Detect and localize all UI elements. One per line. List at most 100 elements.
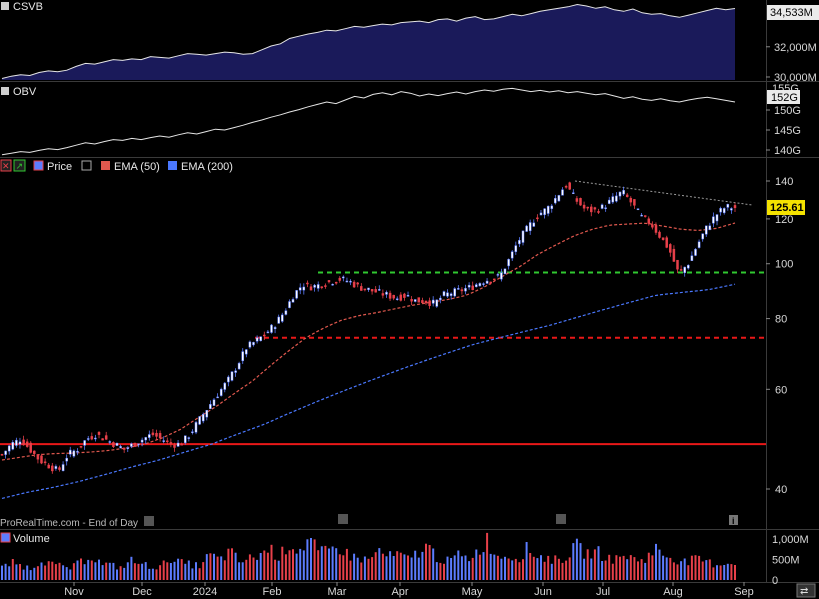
volume-bar (593, 549, 596, 580)
event-marker-icon[interactable] (556, 514, 566, 524)
obv-last-value: 152G (771, 92, 798, 104)
candle-body (61, 464, 65, 472)
event-marker-icon[interactable] (144, 516, 154, 526)
volume-tick-label: 0 (772, 575, 778, 587)
close-panel-icon[interactable] (0, 159, 12, 172)
volume-bar (277, 560, 280, 580)
info-icon[interactable] (729, 515, 738, 525)
volume-bar (220, 556, 223, 580)
add-indicator-icon[interactable] (13, 159, 26, 172)
volume-bar (83, 564, 86, 580)
candle-body (76, 450, 79, 453)
candle-body (410, 299, 413, 302)
candle-body (302, 286, 306, 291)
candle-body (590, 206, 593, 213)
candle-body (115, 442, 119, 446)
volume-bar (1, 565, 3, 580)
volume-bar (672, 562, 675, 580)
candle-body (133, 442, 137, 447)
volume-label: Volume (13, 533, 50, 545)
candle-body (151, 432, 155, 436)
volume-bar (662, 555, 665, 580)
candle-body (101, 438, 104, 441)
volume-bar (586, 549, 589, 580)
legend-ema200[interactable]: EMA (200) (181, 161, 233, 173)
volume-bar (252, 557, 255, 580)
legend-ema50[interactable]: EMA (50) (114, 161, 160, 173)
price-tick-label: 60 (775, 384, 787, 396)
x-tick-label: Mar (328, 586, 347, 598)
volume-bar (363, 556, 366, 580)
candle-body (378, 289, 381, 291)
candle-body (40, 455, 43, 464)
volume-bar (554, 555, 557, 580)
volume-bar (353, 553, 356, 580)
price-pane (0, 159, 766, 529)
volume-bar (266, 552, 269, 580)
ema50-swatch[interactable] (101, 161, 110, 170)
candle-body (277, 316, 280, 324)
volume-bar (428, 545, 431, 580)
volume-bar (342, 555, 345, 580)
volume-bar (410, 557, 413, 580)
candle-body (252, 342, 255, 346)
ema200-line (1, 283, 736, 499)
candle-body (697, 241, 701, 248)
candle-body (482, 283, 485, 285)
volume-bar (407, 555, 409, 580)
csvb-line (1, 3, 736, 79)
candle-body (327, 280, 331, 283)
volume-bar (482, 552, 485, 580)
scroll-end-button[interactable] (796, 583, 816, 598)
event-marker-icon[interactable] (338, 514, 348, 524)
volume-bar (676, 564, 679, 580)
x-tick-label: Jun (534, 586, 552, 598)
x-tick-label: Apr (391, 586, 408, 598)
candle-body (485, 280, 489, 284)
volume-bar (687, 565, 690, 580)
volume-bar (543, 561, 546, 580)
candle-body (360, 286, 363, 291)
candle-body (370, 289, 374, 292)
obv-swatch (1, 87, 9, 95)
candle-body (367, 287, 370, 290)
volume-bar (371, 557, 374, 580)
candle-body (320, 286, 324, 288)
x-tick-label: Nov (64, 586, 84, 598)
volume-bar (557, 558, 560, 580)
candle-body (622, 190, 625, 195)
volume-bar (385, 556, 388, 580)
list-icon[interactable] (81, 160, 92, 171)
candle-body (582, 204, 586, 209)
scroll-end-icon: ⇄ (800, 586, 808, 597)
candle-body (557, 195, 561, 202)
candle-body (230, 371, 234, 381)
volume-bar (486, 532, 489, 580)
volume-bar (698, 555, 701, 580)
price-swatch[interactable] (33, 160, 44, 171)
volume-bar (213, 553, 215, 580)
legend-price[interactable]: Price (47, 161, 72, 173)
volume-bar (611, 563, 614, 580)
candle-body (201, 414, 205, 422)
candle-body (54, 466, 58, 469)
volume-bar (166, 562, 169, 580)
volume-bar (378, 548, 381, 580)
candle-body (457, 288, 460, 290)
candle-body (130, 443, 133, 447)
csvb-tick-label: 32,000M (774, 42, 817, 54)
csvb-swatch (1, 2, 9, 10)
candle-body (270, 324, 273, 333)
volume-bar (151, 568, 154, 580)
ema200-swatch[interactable] (168, 161, 177, 170)
volume-bar (331, 546, 334, 580)
candle-body (496, 274, 500, 276)
volume-bar (54, 564, 57, 580)
x-tick-label: 2024 (193, 586, 217, 598)
candle-body (661, 237, 665, 240)
candle-body (162, 440, 165, 442)
candle-body (47, 464, 50, 469)
volume-bar (575, 538, 578, 580)
candle-body (539, 212, 543, 216)
x-tick-label: Aug (663, 586, 683, 598)
